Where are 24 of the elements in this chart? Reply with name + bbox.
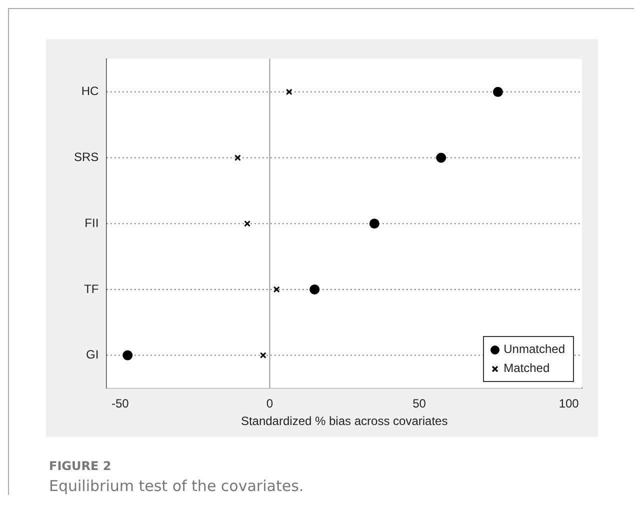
point [234, 154, 241, 161]
x-tick-label: 100 [558, 396, 580, 411]
y-tick-label: TF [84, 282, 99, 296]
legend-label: Matched [504, 361, 550, 376]
point [273, 286, 280, 293]
y-tick-label: SRS [74, 150, 99, 164]
point [436, 152, 446, 163]
legend-label: Unmatched [504, 342, 565, 356]
y-tick-label: HC [81, 84, 99, 98]
point [122, 350, 133, 360]
y-tick-label: FII [84, 216, 99, 230]
point [492, 86, 503, 97]
x-tick-label: 50 [412, 396, 426, 411]
y-tick-label: GI [86, 348, 99, 362]
x-axis-title: Standardized % bias across covariates [240, 414, 448, 428]
caption: FIGURE 2 [49, 459, 112, 473]
x-tick-label: 0 [266, 396, 274, 411]
text: Equilibrium test of the covariates. [49, 477, 305, 495]
point [369, 218, 380, 229]
x-tick-label: -50 [111, 396, 130, 411]
point [310, 284, 320, 294]
point [260, 352, 266, 359]
point [286, 88, 292, 96]
point [244, 220, 250, 227]
